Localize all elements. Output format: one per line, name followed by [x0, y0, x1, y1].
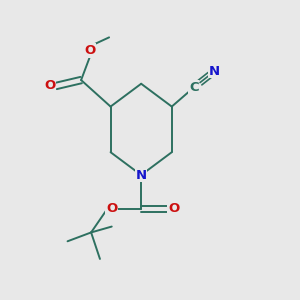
Text: C: C: [189, 81, 199, 94]
Text: O: O: [168, 202, 179, 215]
Text: N: N: [136, 169, 147, 182]
Text: N: N: [209, 65, 220, 78]
Text: O: O: [106, 202, 117, 215]
Text: O: O: [84, 44, 96, 57]
Text: O: O: [44, 80, 55, 92]
